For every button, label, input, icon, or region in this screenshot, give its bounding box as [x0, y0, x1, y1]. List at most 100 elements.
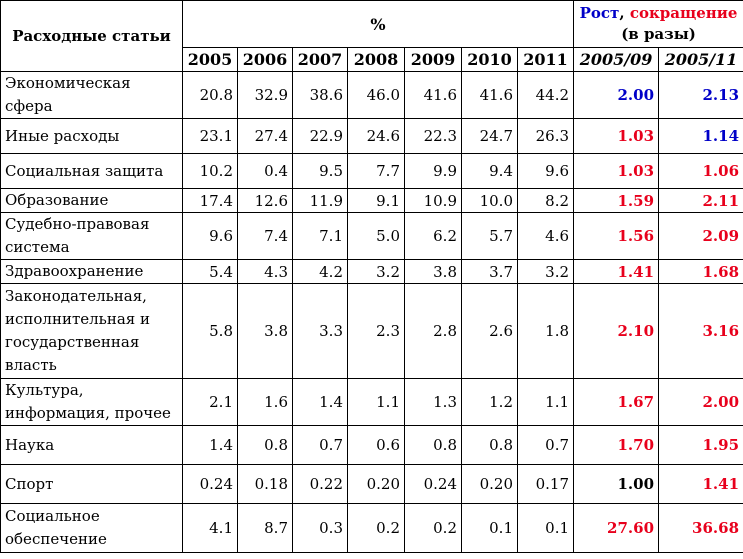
value-cell-2010: 41.6 [461, 71, 518, 119]
ratio-cell-2: 2.09 [658, 212, 743, 260]
ratio-header-2: 2005/11 [658, 47, 743, 72]
ratio-cell-2: 1.95 [658, 425, 743, 465]
ratio-cell-2: 1.14 [658, 118, 743, 154]
value-cell-2009: 0.24 [404, 464, 462, 504]
value-cell-2006: 27.4 [237, 118, 293, 154]
table-row: Экономическая сфера 20.8 32.9 38.6 46.0 41.6 4… [0, 71, 743, 119]
value-cell-2011: 8.2 [516, 188, 575, 213]
header-row-years: 2005 2006 2007 2008 2009 2010 2011 2005/09 2005/… [1, 47, 743, 72]
value-cell-2009: 41.6 [404, 71, 462, 119]
value-cell-2010: 3.7 [461, 259, 518, 284]
value-cell-2005: 2.1 [182, 378, 238, 426]
value-cell-2010: 1.2 [461, 378, 518, 426]
value-cell-2008: 0.6 [347, 425, 405, 465]
value-cell-2007: 11.9 [292, 188, 348, 213]
value-cell-2009: 0.8 [404, 425, 462, 465]
value-cell-2011: 4.6 [516, 212, 575, 260]
value-cell-2006: 1.6 [237, 378, 293, 426]
ratio-cell-1: 1.41 [573, 259, 660, 284]
value-cell-2009: 10.9 [404, 188, 462, 213]
value-cell-2005: 1.4 [182, 425, 238, 465]
row-label: Наука [0, 425, 183, 465]
value-cell-2008: 1.1 [347, 378, 405, 426]
value-cell-2010: 2.6 [461, 283, 518, 379]
ratio-cell-2: 1.68 [658, 259, 743, 284]
year-header-2005: 2005 [182, 47, 238, 72]
value-cell-2011: 1.1 [516, 378, 575, 426]
value-cell-2008: 9.1 [347, 188, 405, 213]
value-cell-2007: 7.1 [292, 212, 348, 260]
year-header-2011: 2011 [516, 47, 575, 72]
value-cell-2007: 38.6 [292, 71, 348, 119]
value-cell-2011: 0.7 [516, 425, 575, 465]
value-cell-2008: 0.2 [347, 503, 405, 553]
value-cell-2007: 3.3 [292, 283, 348, 379]
ratio-cell-2: 1.06 [658, 153, 743, 189]
value-cell-2006: 0.4 [237, 153, 293, 189]
ratio-cell-1: 1.03 [573, 153, 660, 189]
value-cell-2009: 22.3 [404, 118, 462, 154]
value-cell-2010: 9.4 [461, 153, 518, 189]
value-cell-2007: 9.5 [292, 153, 348, 189]
value-cell-2007: 1.4 [292, 378, 348, 426]
table-row: Социальное обеспечение 4.1 8.7 0.3 0.2 0.2 0.1… [0, 503, 743, 553]
comma-separator: , [619, 4, 630, 22]
value-cell-2005: 23.1 [182, 118, 238, 154]
ratio-cell-2: 2.00 [658, 378, 743, 426]
value-cell-2010: 10.0 [461, 188, 518, 213]
ratio-cell-2: 3.16 [658, 283, 743, 379]
value-cell-2007: 0.7 [292, 425, 348, 465]
ratio-cell-1: 2.00 [573, 71, 660, 119]
value-cell-2009: 3.8 [404, 259, 462, 284]
ratio-cell-2: 2.11 [658, 188, 743, 213]
value-cell-2011: 1.8 [516, 283, 575, 379]
value-cell-2006: 3.8 [237, 283, 293, 379]
ratio-cell-2: 2.13 [658, 71, 743, 119]
ratio-cell-1: 1.59 [573, 188, 660, 213]
ratio-header-1: 2005/09 [573, 47, 660, 72]
ratio-cell-2: 36.68 [658, 503, 743, 553]
value-cell-2006: 0.18 [237, 464, 293, 504]
value-cell-2011: 3.2 [516, 259, 575, 284]
decline-label: сокращение [629, 4, 738, 22]
ratio-cell-1: 1.03 [573, 118, 660, 154]
row-label: Законодательная, исполнительная и госуда… [0, 283, 183, 379]
table-row: Социальная защита 10.2 0.4 9.5 7.7 9.9 9.4 9.6 1… [0, 153, 743, 189]
ratio-cell-1: 2.10 [573, 283, 660, 379]
value-cell-2005: 4.1 [182, 503, 238, 553]
table-row: Судебно-правовая система 9.6 7.4 7.1 5.0 6.2 5… [0, 212, 743, 260]
year-header-2006: 2006 [237, 47, 293, 72]
value-cell-2005: 9.6 [182, 212, 238, 260]
value-cell-2010: 0.1 [461, 503, 518, 553]
ratio-cell-1: 27.60 [573, 503, 660, 553]
value-cell-2005: 5.8 [182, 283, 238, 379]
value-cell-2011: 0.1 [516, 503, 575, 553]
value-cell-2011: 26.3 [516, 118, 575, 154]
row-label: Культура, информация, прочее [0, 378, 183, 426]
row-label: Судебно-правовая система [0, 212, 183, 260]
value-cell-2009: 2.8 [404, 283, 462, 379]
value-cell-2008: 3.2 [347, 259, 405, 284]
value-cell-2010: 24.7 [461, 118, 518, 154]
value-cell-2008: 5.0 [347, 212, 405, 260]
table-row: Культура, информация, прочее 2.1 1.6 1.4 1.1… [0, 378, 743, 426]
table-row: Образование 17.4 12.6 11.9 9.1 10.9 10.0 8.2 1.5… [0, 188, 743, 213]
row-title-header: Расходные статьи [0, 0, 183, 72]
ratio-cell-1: 1.00 [573, 464, 660, 504]
value-cell-2006: 4.3 [237, 259, 293, 284]
table-body: Экономическая сфера 20.8 32.9 38.6 46.0 41.6 4… [0, 71, 743, 553]
growth-label: Рост [579, 4, 620, 22]
table-row: Наука 1.4 0.8 0.7 0.6 0.8 0.8 0.7 1.70 1.95 [0, 425, 743, 465]
value-cell-2008: 46.0 [347, 71, 405, 119]
row-label: Спорт [0, 464, 183, 504]
row-label: Здравоохранение [0, 259, 183, 284]
value-cell-2009: 9.9 [404, 153, 462, 189]
row-label: Образование [0, 188, 183, 213]
value-cell-2007: 0.22 [292, 464, 348, 504]
table-row: Спорт 0.24 0.18 0.22 0.20 0.24 0.20 0.17 1.00 1.4… [0, 464, 743, 504]
value-cell-2007: 0.3 [292, 503, 348, 553]
value-cell-2007: 22.9 [292, 118, 348, 154]
value-cell-2005: 10.2 [182, 153, 238, 189]
value-cell-2006: 32.9 [237, 71, 293, 119]
header-row-top: Расходные статьи % Рост, сокращение (в р… [0, 0, 743, 72]
